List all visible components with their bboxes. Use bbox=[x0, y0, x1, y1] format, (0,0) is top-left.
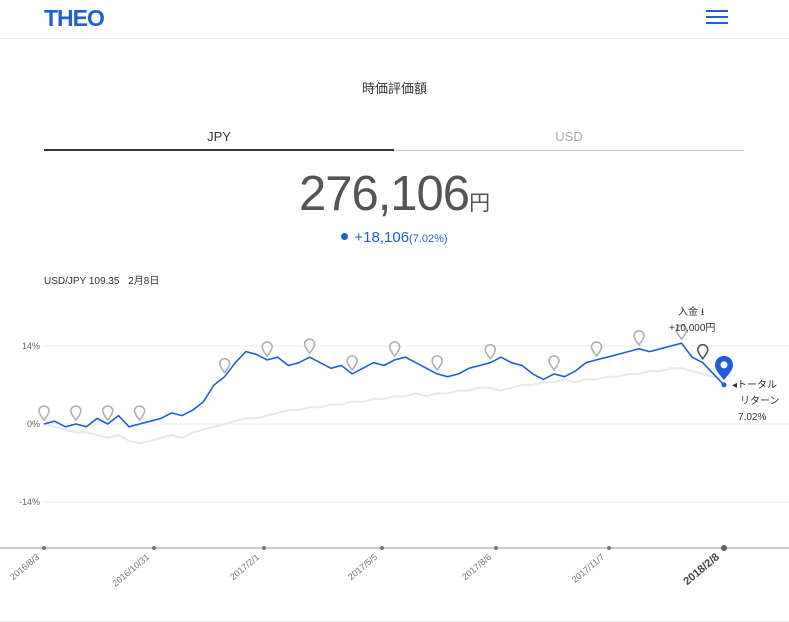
x-tick-dot bbox=[42, 546, 46, 550]
amount-value: 276,106 bbox=[298, 167, 470, 221]
tab-jpy[interactable]: JPY bbox=[44, 125, 394, 151]
rebalance-marker-icon[interactable] bbox=[633, 330, 645, 347]
current-point bbox=[721, 382, 727, 388]
deposit-label: 入金 ⭳ bbox=[678, 305, 704, 318]
deposit-marker-icon[interactable] bbox=[696, 344, 709, 361]
rebalance-marker-icon[interactable] bbox=[431, 355, 443, 372]
rebalance-marker-icon[interactable] bbox=[261, 341, 273, 358]
x-tick-dot bbox=[494, 546, 498, 550]
x-tick-label: 2016/8/3 bbox=[8, 552, 41, 582]
y-tick-label: -14% bbox=[19, 497, 40, 507]
rebalance-marker-icon[interactable] bbox=[590, 341, 603, 358]
rebalance-marker-icon[interactable] bbox=[218, 357, 231, 374]
rebalance-marker-icon[interactable] bbox=[675, 324, 688, 341]
x-tick-dot bbox=[380, 546, 384, 550]
total-return-label-2: リターン bbox=[740, 395, 780, 407]
rebalance-marker-icon[interactable] bbox=[548, 355, 560, 372]
x-tick-label: 2016/10/31 bbox=[110, 552, 151, 589]
x-tick-dot bbox=[152, 546, 156, 550]
rebalance-marker-icon[interactable] bbox=[38, 405, 50, 422]
x-tick-label: 2017/11/7 bbox=[570, 552, 607, 585]
amount-unit: 円 bbox=[469, 192, 491, 215]
valuation-change: +18,106(7.02%) bbox=[0, 229, 789, 246]
y-tick-label: 14% bbox=[22, 341, 40, 351]
rebalance-marker-icon[interactable] bbox=[70, 405, 82, 422]
x-tick-dot bbox=[262, 546, 266, 550]
rebalance-marker-icon[interactable] bbox=[388, 341, 401, 358]
x-tick-label: 2017/2/1 bbox=[228, 552, 261, 582]
x-tick-label: 2017/8/6 bbox=[460, 552, 493, 582]
deposit-amount: +10,000円 bbox=[669, 323, 715, 334]
tab-usd[interactable]: USD bbox=[394, 125, 744, 151]
x-tick-dot bbox=[607, 546, 611, 550]
exchange-rate: USD/JPY 109.35 2月8日 bbox=[44, 272, 165, 287]
hamburger-icon[interactable] bbox=[706, 10, 728, 24]
rate-date: 2月8日 bbox=[128, 276, 160, 287]
benchmark-line bbox=[43, 367, 725, 445]
y-tick-label: 0% bbox=[27, 419, 40, 429]
theo-logo[interactable]: THEO bbox=[44, 5, 105, 31]
rebalance-marker-icon[interactable] bbox=[484, 344, 497, 361]
rebalance-marker-icon[interactable] bbox=[303, 338, 316, 355]
change-amount: +18,106 bbox=[354, 229, 410, 246]
currency-tabs: JPY USD bbox=[44, 125, 744, 151]
change-dot-icon bbox=[341, 233, 349, 240]
page-title: 時価評価額 bbox=[361, 81, 427, 96]
rate-value: USD/JPY 109.35 bbox=[44, 276, 120, 287]
valuation-amount: 276,106円 bbox=[0, 166, 789, 222]
header: THEO bbox=[0, 0, 789, 39]
portfolio-line bbox=[43, 342, 725, 428]
x-tick-dot bbox=[721, 545, 727, 551]
current-position-icon[interactable] bbox=[715, 355, 733, 380]
rebalance-marker-icon[interactable] bbox=[346, 355, 358, 372]
rebalance-marker-icon[interactable] bbox=[133, 405, 146, 422]
change-percent: (7.02%) bbox=[409, 233, 448, 245]
total-return-value: 7.02% bbox=[738, 412, 766, 423]
rebalance-marker-icon[interactable] bbox=[101, 405, 114, 422]
total-return-label-1: ◂トータル bbox=[732, 379, 777, 391]
x-tick-label: 2017/5/5 bbox=[346, 552, 379, 582]
current-date-label: 2018/2/8 bbox=[681, 551, 722, 588]
